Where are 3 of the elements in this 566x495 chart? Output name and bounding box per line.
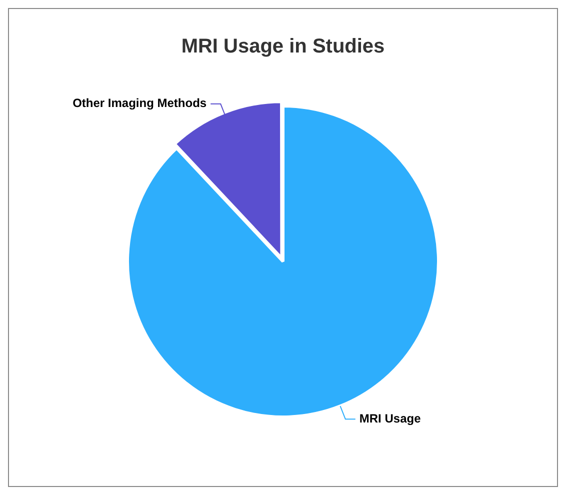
slice-label: Other Imaging Methods [72,96,207,110]
slice-label: MRI Usage [359,411,422,426]
chart-title: MRI Usage in Studies [181,36,385,58]
